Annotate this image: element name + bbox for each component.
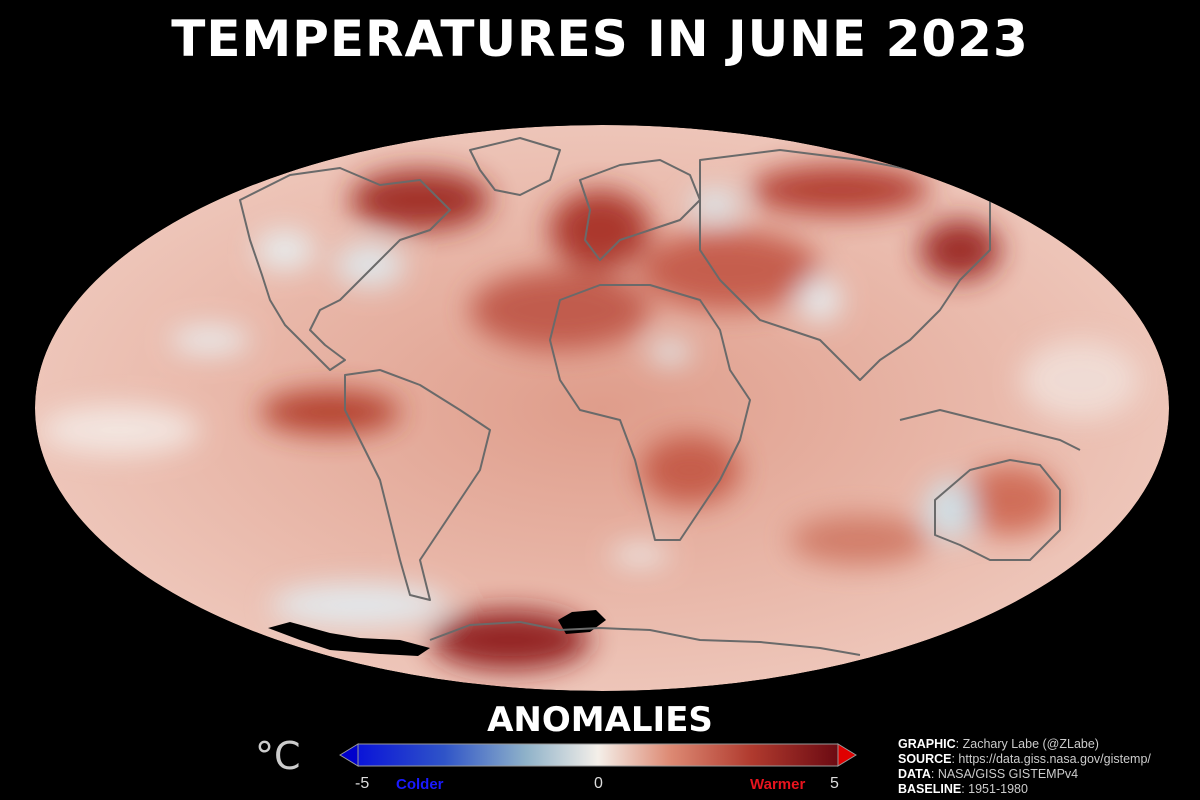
colorbar (339, 743, 857, 767)
coastline-greenland (469, 137, 561, 196)
colorbar-min-arrow (339, 743, 359, 767)
credit-graphic: GRAPHIC: Zachary Labe (@ZLabe) (898, 737, 1099, 751)
coastline-south-america (344, 369, 491, 601)
legend-title: ANOMALIES (487, 700, 713, 740)
coastline-africa (549, 284, 751, 541)
unit-label: °C (255, 734, 301, 778)
credits-block: GRAPHIC: Zachary Labe (@ZLabe) SOURCE: h… (898, 737, 1151, 797)
coastline-antarctica (429, 621, 861, 656)
max-tick-label: 5 (830, 775, 839, 792)
coastline-europe (579, 159, 701, 261)
zero-tick-label: 0 (594, 775, 603, 792)
page-title: TEMPERATURES IN JUNE 2023 (171, 10, 1029, 68)
credit-data: DATA: NASA/GISS GISTEMPv4 (898, 767, 1079, 781)
coastline-north-america (239, 167, 451, 371)
colorbar-max-arrow (837, 743, 857, 767)
min-tick-label: -5 (355, 775, 370, 792)
coastline-australia (934, 459, 1061, 561)
coastline-indonesia (899, 409, 1081, 451)
credit-baseline: BASELINE: 1951-1980 (898, 782, 1028, 796)
no-data-region (268, 622, 430, 656)
colder-label: Colder (396, 776, 444, 793)
credit-source: SOURCE: https://data.giss.nasa.gov/giste… (898, 752, 1151, 766)
warmer-label: Warmer (750, 776, 806, 793)
